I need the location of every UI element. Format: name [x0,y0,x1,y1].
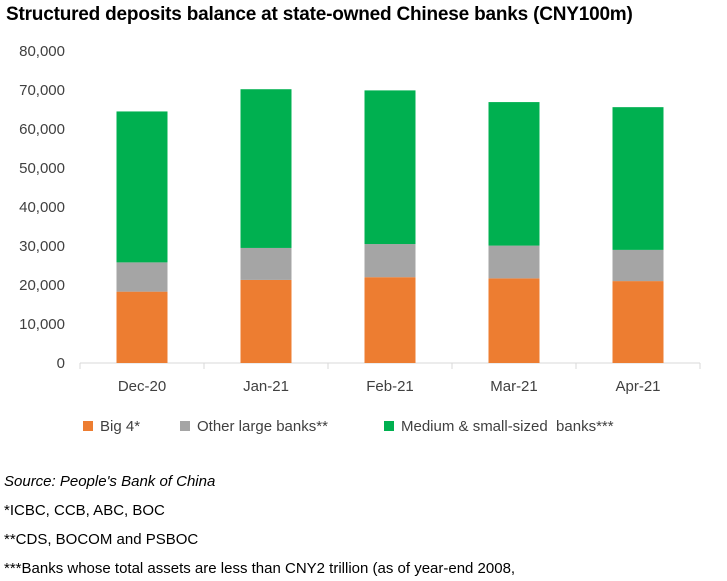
x-axis: Dec-20 Jan-21 Feb-21 Mar-21 Apr-21 [79,362,701,395]
bar-segment [488,245,540,279]
y-tick-label: 0 [57,355,65,372]
bar-segment [240,247,292,280]
y-axis: 0 10,000 20,000 30,000 40,000 50,000 60,000 70,… [19,43,65,372]
legend-swatch [384,421,394,431]
y-tick-label: 40,000 [19,199,65,216]
bar-segment [364,277,416,363]
x-tick-label: Feb-21 [366,378,414,395]
bar-segment [488,278,540,363]
y-tick-label: 10,000 [19,316,65,333]
x-tick-label: Apr-21 [615,378,660,395]
bar-segment [364,244,416,278]
y-tick-label: 80,000 [19,43,65,60]
bar-segment [488,102,540,246]
footnote-big4: *ICBC, CCB, ABC, BOC [4,502,165,519]
bar-segment [240,89,292,248]
bars [116,89,664,363]
y-tick-label: 20,000 [19,277,65,294]
legend-label: Other large banks** [197,418,328,435]
x-tick-label: Mar-21 [490,378,538,395]
bar-segment [612,107,664,250]
legend-swatch [83,421,93,431]
legend-label: Medium & small-sized banks*** [401,418,614,435]
bar-segment [116,262,168,292]
legend: Big 4* Other large banks** Medium & small-… [83,418,614,435]
legend-swatch [180,421,190,431]
bar-segment [116,111,168,263]
bar-segment [116,291,168,363]
bar-segment [240,279,292,363]
y-tick-label: 50,000 [19,160,65,177]
bar-segment [364,90,416,245]
bar-segment [612,249,664,282]
footnote-other-large: **CDS, BOCOM and PSBOC [4,531,199,548]
source-note: Source: People's Bank of China [4,473,216,490]
y-tick-label: 70,000 [19,82,65,99]
y-tick-label: 60,000 [19,121,65,138]
chart-title: Structured deposits balance at state-own… [6,4,633,25]
y-tick-label: 30,000 [19,238,65,255]
stacked-bar-chart: 0 10,000 20,000 30,000 40,000 50,000 60,000 70,… [19,43,701,435]
bar-segment [612,281,664,363]
x-tick-label: Dec-20 [118,378,166,395]
footnote-medium-small: ***Banks whose total assets are less tha… [4,560,516,577]
x-tick-label: Jan-21 [243,378,289,395]
legend-label: Big 4* [100,418,140,435]
